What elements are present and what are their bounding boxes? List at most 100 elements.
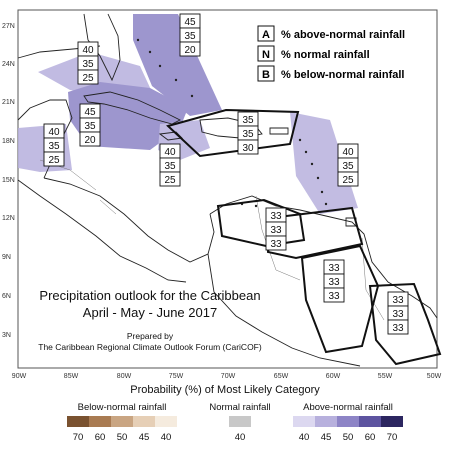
legend-above-swatches [278,416,418,427]
value-text: 33 [392,309,404,320]
lon-label: 50W [427,373,442,380]
lon-label: 60W [326,373,341,380]
swatch [337,416,359,427]
value-text: 35 [48,141,60,152]
value-text: 40 [164,147,176,158]
puerto-rico-island [269,127,289,135]
value-text: 33 [270,239,282,250]
longitude-labels: 90W 85W 80W 75W 70W 65W 60W 55W 50W [12,373,442,380]
region-box-jamaica: 40 35 25 [159,143,181,187]
lon-label: 80W [117,373,132,380]
title-line1: Precipitation outlook for the Caribbean [39,288,260,303]
lat-label: 15N [2,177,15,184]
value-text: 35 [342,161,354,172]
region-box-abc-islands: 33 33 33 [265,207,287,251]
key-text: % normal rainfall [281,49,370,61]
value-text: 35 [242,129,254,140]
value-cell [77,69,99,85]
value-text: 33 [328,277,340,288]
region-box-french-guiana: 33 33 33 [387,291,409,335]
value-text: 40 [82,45,94,56]
value-text: 35 [242,115,254,126]
legend-below-title: Below-normal rainfall [77,402,167,413]
region-box-gulf: 40 35 25 [77,41,99,85]
value-text: 25 [164,175,176,186]
border-line [99,199,117,215]
island-dot [320,190,324,194]
lat-label: 24N [2,61,15,68]
outline-hispaniola [166,108,300,158]
lat-label: 18N [2,138,15,145]
title-block: Precipitation outlook for the Caribbean … [38,288,262,352]
island-dot [136,38,140,42]
region-bahamas-shade [133,14,222,116]
lon-label: 90W [12,373,27,380]
swatch [133,416,155,427]
lat-label: 6N [2,293,11,300]
key-text: % above-normal rainfall [281,29,405,41]
lat-label: 9N [2,254,11,261]
value-text: 25 [342,175,354,186]
probability-title: Probability (%) of Most Likely Category [130,384,320,396]
swatch [155,416,177,427]
value-text: 40 [48,127,60,138]
value-text: 35 [82,59,94,70]
florida-coast [83,13,121,82]
legend-below-labels: 70 60 50 45 40 [52,432,192,443]
swatch [359,416,381,427]
region-value-boxes: 45 35 20 40 35 25 45 35 20 40 35 25 40 35 25 35 35 30 40 35… [43,13,409,335]
swatch [315,416,337,427]
swatch-label: 50 [342,432,354,443]
legend-below: Below-normal rainfall 70 60 50 45 40 [52,402,192,443]
value-cell [337,171,359,187]
island-dot [316,176,320,180]
legend-above-labels: 40 45 50 60 70 [278,432,418,443]
lat-label: 21N [2,99,15,106]
swatch-label: 45 [320,432,332,443]
swatch-label: 40 [160,432,172,443]
value-text: 25 [48,155,60,166]
value-text: 35 [184,31,196,42]
value-text: 33 [270,225,282,236]
region-box-cuba: 45 35 20 [79,103,101,147]
value-cell [265,235,287,251]
south-america-coast [209,195,438,319]
value-text: 45 [84,107,96,118]
key-box [257,65,275,82]
lat-label: 27N [2,23,15,30]
forum-name: The Caribbean Regional Climate Outlook F… [38,342,262,352]
swatch [381,416,403,427]
value-text: 35 [164,161,176,172]
value-text: 45 [184,17,196,28]
swatch-label: 60 [364,432,376,443]
coastlines [17,13,438,367]
swatch-label: 70 [386,432,398,443]
swatch [67,416,89,427]
legend-normal-title: Normal rainfall [209,402,271,413]
region-box-central-america: 40 35 25 [43,123,65,167]
island-dot [304,150,308,154]
swatch-label: 60 [94,432,106,443]
value-cell [387,319,409,335]
central-america-coast [43,177,215,263]
value-text: 25 [82,73,94,84]
value-text: 33 [392,295,404,306]
lon-label: 65W [274,373,289,380]
region-lesser-antilles-shade [290,112,358,214]
island-dot [190,94,194,98]
legend-above: Above-normal rainfall 40 45 50 60 70 [278,402,418,443]
lat-label: 12N [2,215,15,222]
central-america-pacific [17,179,187,283]
legend-normal-labels: 40 [192,432,288,443]
swatch-label: 40 [234,432,246,443]
region-box-bahamas: 45 35 20 [179,13,201,57]
swatch-label: 45 [138,432,150,443]
island-dot [310,162,314,166]
lon-label: 55W [378,373,393,380]
island-dot [254,204,258,208]
swatch [229,416,251,427]
value-cell [159,171,181,187]
legend-below-swatches [52,416,192,427]
value-text: 35 [84,121,96,132]
island-dot [158,64,162,68]
